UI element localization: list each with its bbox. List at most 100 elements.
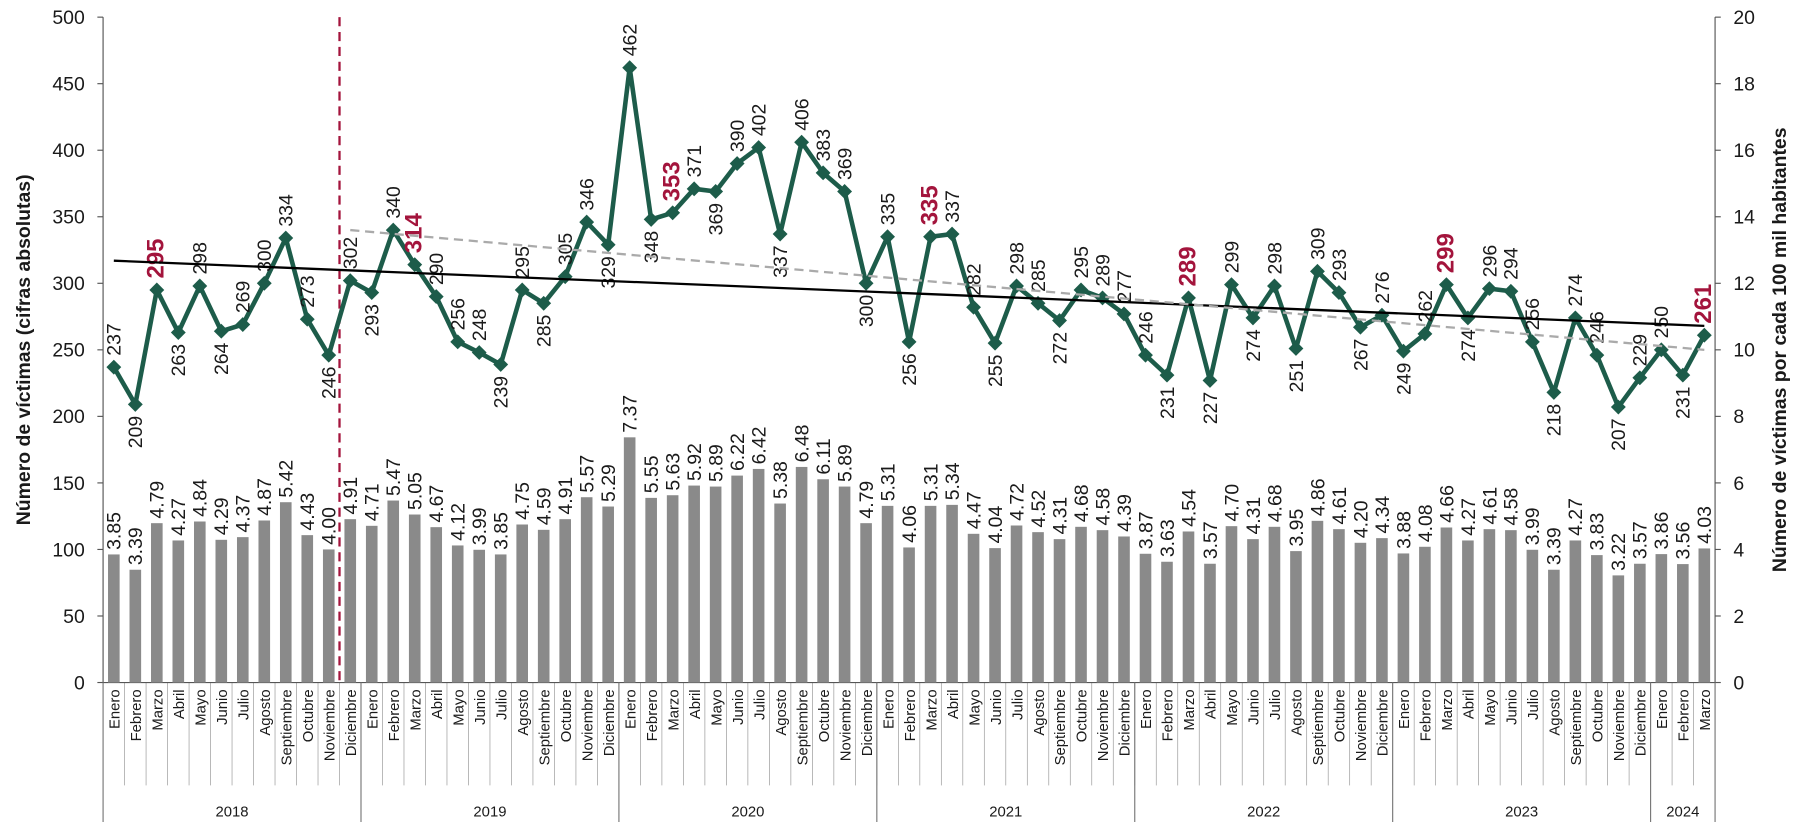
bar-value-label: 4.86 <box>1307 478 1329 516</box>
bar <box>924 505 937 683</box>
bar <box>1311 520 1324 683</box>
line-marker <box>1524 334 1540 350</box>
line-value-label: 262 <box>1415 290 1437 322</box>
bar <box>731 475 743 683</box>
line-marker <box>1224 277 1239 293</box>
x-tick-label: Enero <box>881 689 897 729</box>
bar <box>1505 530 1517 683</box>
line-value-label: 289 <box>1092 254 1114 286</box>
bar-value-label: 5.42 <box>276 460 298 498</box>
line-marker <box>1159 367 1175 383</box>
line-marker <box>987 335 1003 351</box>
line-marker <box>127 396 143 412</box>
x-tick-label: Septiembre <box>1569 689 1585 765</box>
line-marker <box>278 230 294 246</box>
x-tick-label: Diciembre <box>1634 689 1650 756</box>
line-marker <box>1589 347 1605 363</box>
bar <box>322 549 335 683</box>
x-tick-label: Noviembre <box>1612 689 1628 761</box>
bar <box>387 500 400 683</box>
line-value-label: 282 <box>963 263 985 295</box>
line-marker <box>643 211 659 227</box>
bar <box>1569 540 1582 683</box>
bar <box>1376 538 1388 683</box>
line-marker <box>923 229 939 245</box>
x-tick-label: Septiembre <box>1053 689 1069 765</box>
y2-tick-label: 16 <box>1733 140 1755 162</box>
line-marker <box>1267 278 1282 294</box>
line-value-label: 256 <box>448 298 470 330</box>
line-marker <box>256 275 272 291</box>
x-tick-label: Diciembre <box>1376 689 1392 756</box>
bar-value-label: 4.20 <box>1350 500 1372 538</box>
line-value-label: 329 <box>598 256 620 288</box>
bar-value-label: 4.52 <box>1028 490 1050 528</box>
line-marker <box>1331 285 1347 301</box>
x-tick-label: Agosto <box>1032 689 1048 735</box>
x-tick-label: Julio <box>1268 689 1284 720</box>
line-value-label: 369 <box>834 148 856 180</box>
bar <box>365 525 378 683</box>
bar <box>752 468 765 683</box>
bar <box>1075 526 1087 683</box>
bar <box>430 527 443 683</box>
line-value-label: 295 <box>1071 246 1093 278</box>
bar-value-label: 5.55 <box>641 455 663 493</box>
line-value-label: 267 <box>1350 339 1372 371</box>
bar <box>838 486 851 683</box>
bar <box>215 539 228 683</box>
line-marker <box>428 289 444 305</box>
y-tick-label: 400 <box>52 140 85 162</box>
y-tick-label: 250 <box>52 340 85 362</box>
line-value-label: 298 <box>1264 242 1286 274</box>
group-label: 2023 <box>1505 804 1538 820</box>
bar <box>817 479 829 683</box>
bar-value-label: 5.57 <box>577 455 599 493</box>
line-value-label: 246 <box>319 367 341 399</box>
bar-value-label: 4.71 <box>362 483 384 521</box>
bar-value-label: 4.06 <box>899 505 921 543</box>
x-tick-label: Marzo <box>408 689 424 730</box>
x-tick-label: Enero <box>108 689 124 729</box>
y2-tick-label: 6 <box>1733 473 1744 495</box>
line-value-label: 337 <box>770 245 792 277</box>
line-value-label: 302 <box>340 237 362 269</box>
line-value-label: 277 <box>1114 270 1136 302</box>
line-value-label: 346 <box>577 178 599 210</box>
line-marker <box>815 165 831 181</box>
bar-value-label: 3.39 <box>125 527 147 565</box>
line-marker <box>1288 341 1304 356</box>
line-value-label: 299 <box>1221 241 1243 273</box>
bar-value-label: 5.63 <box>663 453 685 491</box>
line-marker <box>1675 367 1691 383</box>
line-value-label: 348 <box>641 231 663 263</box>
line-marker <box>1138 347 1153 363</box>
x-tick-label: Abril <box>172 689 188 719</box>
line-value-label: 239 <box>491 376 513 408</box>
bar <box>666 495 679 683</box>
bar <box>774 503 786 683</box>
x-tick-label: Diciembre <box>602 689 618 756</box>
x-tick-label: Octubre <box>1075 689 1091 742</box>
x-tick-label: Diciembre <box>344 689 360 756</box>
line-value-label: 261 <box>1690 284 1717 324</box>
bar-value-label: 3.22 <box>1608 533 1630 571</box>
x-tick-label: Marzo <box>151 689 167 730</box>
bar-value-label: 5.92 <box>684 443 706 481</box>
bar-value-label: 6.48 <box>791 425 813 463</box>
x-tick-label: Enero <box>623 689 639 729</box>
line-marker <box>514 282 530 298</box>
bar <box>279 502 292 683</box>
x-tick-label: Junio <box>731 689 747 725</box>
x-tick-label: Febrero <box>903 689 919 741</box>
bar <box>1677 564 1689 683</box>
bar <box>1053 539 1066 683</box>
line-value-label: 300 <box>254 239 276 272</box>
line-marker <box>342 273 358 289</box>
line-value-label: 248 <box>469 309 491 341</box>
bar-value-label: 4.66 <box>1436 485 1458 523</box>
line-value-label: 335 <box>916 185 943 225</box>
line-marker <box>493 357 509 372</box>
x-tick-label: Septiembre <box>1311 689 1327 765</box>
